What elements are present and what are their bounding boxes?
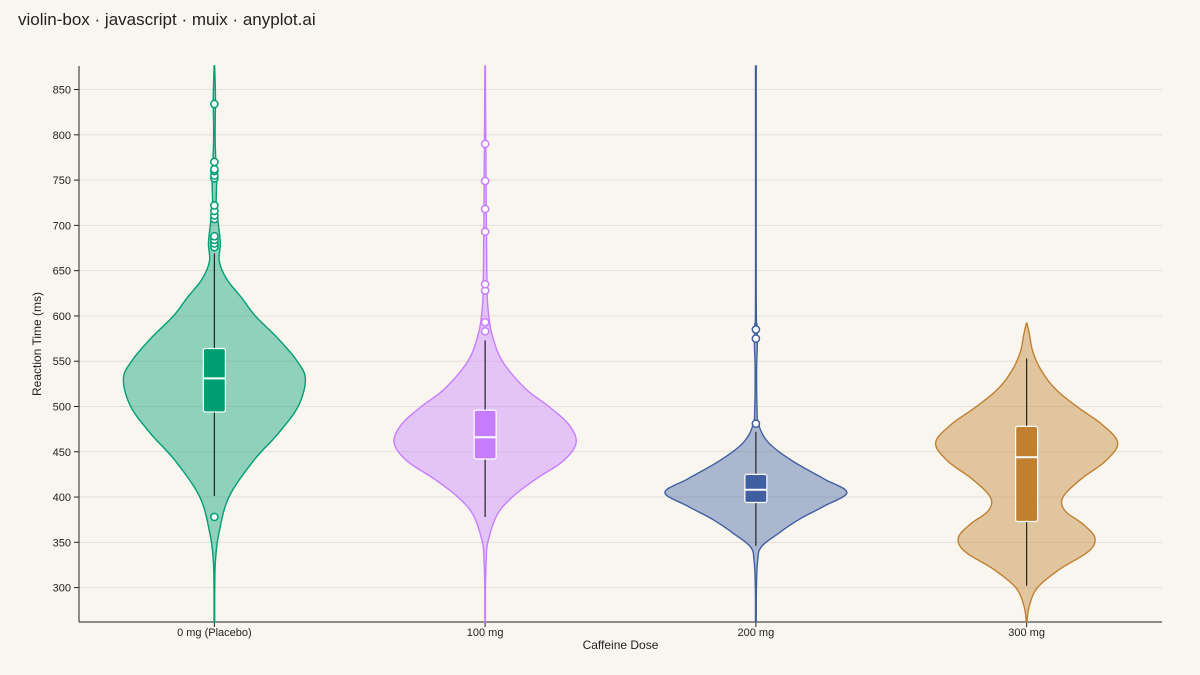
x-axis-label: Caffeine Dose (583, 638, 659, 652)
group-1-outlier (210, 157, 219, 167)
group-3-box (744, 473, 768, 504)
group-4-box (1015, 425, 1039, 523)
group-3-outlier (751, 325, 761, 334)
x-tick-label: 300 mg (1008, 627, 1045, 639)
group-1-outlier (210, 512, 219, 522)
y-tick-label: 350 (53, 537, 71, 549)
y-tick-label: 850 (53, 85, 71, 97)
y-tick-label: 450 (53, 447, 71, 459)
group-1-outlier (210, 99, 219, 109)
y-tick-label: 400 (53, 492, 71, 504)
y-axis-label: Reaction Time (ms) (30, 292, 44, 396)
y-tick-label: 600 (53, 311, 71, 323)
x-tick-label: 200 mg (738, 627, 775, 639)
group-2-outlier (480, 139, 490, 149)
x-tick-label: 0 mg (Placebo) (177, 627, 252, 639)
group-2-outlier (480, 204, 490, 214)
y-tick-label: 500 (53, 401, 71, 413)
group-2-outlier (480, 326, 490, 336)
group-3-outlier (751, 334, 761, 343)
y-tick-label: 650 (53, 266, 71, 278)
page-title: violin-box · javascript · muix · anyplot… (18, 10, 316, 29)
group-2-outlier (480, 317, 490, 327)
group-3-outlier (751, 419, 761, 429)
x-tick-label: 100 mg (467, 627, 504, 639)
group-2-outlier (480, 279, 490, 289)
y-tick-label: 300 (53, 583, 71, 595)
group-1-box (202, 347, 226, 413)
y-tick-label: 750 (53, 175, 71, 187)
y-tick-label: 550 (53, 356, 71, 368)
group-1-outlier (210, 231, 219, 241)
group-2-box (473, 409, 497, 460)
y-tick-label: 800 (53, 130, 71, 142)
group-2-outlier (480, 176, 490, 186)
y-tick-label: 700 (53, 220, 71, 232)
group-1-outlier (210, 164, 219, 174)
group-1-outlier (210, 201, 219, 210)
group-3-violin (664, 65, 848, 623)
group-2-outlier (480, 227, 490, 237)
